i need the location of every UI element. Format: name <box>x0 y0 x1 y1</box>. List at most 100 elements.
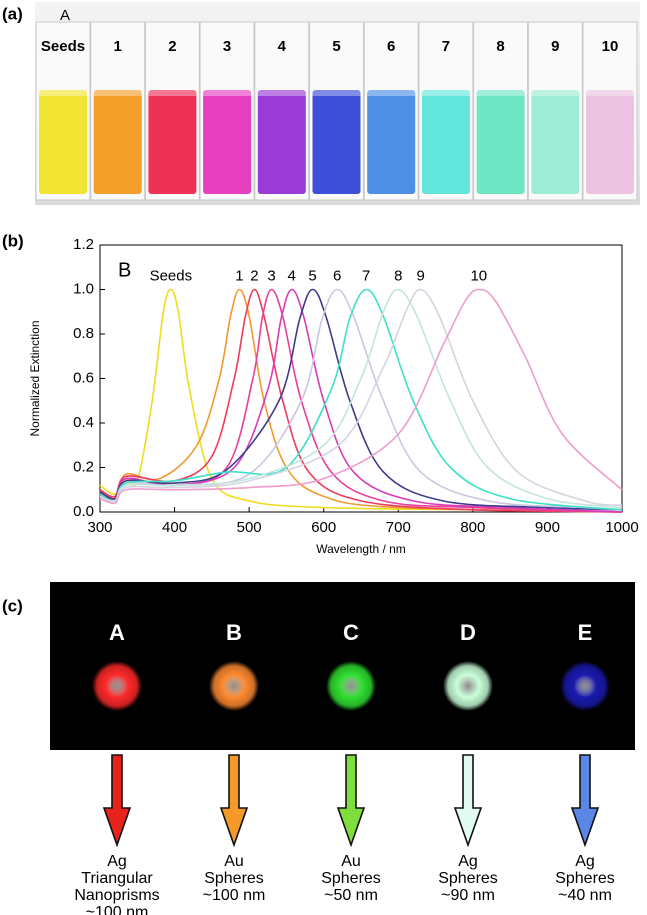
x-tick-label: 300 <box>87 519 112 536</box>
sample-glow <box>560 661 610 711</box>
y-axis-label: Normalized Extinction <box>28 320 42 436</box>
x-tick-label: 600 <box>311 519 336 536</box>
y-tick-label: 0.2 <box>73 458 94 475</box>
cuvette-shine <box>367 90 416 96</box>
sample-glow <box>443 661 493 711</box>
cuvette-shine <box>531 90 580 96</box>
sample-label: C <box>343 620 359 645</box>
cuvette-shine <box>421 90 470 96</box>
y-tick-label: 0.8 <box>73 325 94 342</box>
peak-label: 6 <box>333 267 341 284</box>
y-tick-label: 0.4 <box>73 414 94 431</box>
sample-caption: Au <box>341 853 361 870</box>
vial-label: 3 <box>223 38 231 55</box>
cuvette-shine <box>586 90 634 96</box>
sample-caption: ~40 nm <box>558 887 612 904</box>
vial-label: Seeds <box>41 38 85 55</box>
peak-label: 3 <box>267 267 275 284</box>
vial-label: 6 <box>387 38 395 55</box>
peak-label: 5 <box>308 267 316 284</box>
x-tick-label: 900 <box>535 519 560 536</box>
panel-label: (a) <box>2 4 23 23</box>
cuvette-liquid <box>257 90 306 194</box>
cuvette-shine <box>312 90 361 96</box>
sample-caption: Triangular <box>81 870 153 887</box>
cuvette-shine <box>476 90 525 96</box>
x-tick-label: 1000 <box>605 519 638 536</box>
spectrum-line <box>99 288 623 509</box>
vial-label: 4 <box>278 38 287 55</box>
arrow <box>219 754 249 848</box>
y-tick-label: 1.0 <box>73 280 94 297</box>
cuvette-shine <box>257 90 306 96</box>
peak-label: 2 <box>250 267 258 284</box>
x-tick-label: 800 <box>460 519 485 536</box>
sample-caption: Spheres <box>204 870 264 887</box>
y-tick-label: 0.6 <box>73 369 94 386</box>
spectrum-line <box>99 288 623 511</box>
sample-caption: ~100 nm <box>86 904 149 915</box>
vial-label: 10 <box>602 38 619 55</box>
sample-glow <box>92 661 142 711</box>
cuvette-shine <box>203 90 252 96</box>
arrow <box>453 754 483 848</box>
sample-glow <box>326 661 376 711</box>
spectrum-line <box>99 288 623 513</box>
cuvette-shine <box>148 90 197 96</box>
sample-label: B <box>226 620 242 645</box>
cuvette-shine <box>39 90 87 96</box>
peak-label: 7 <box>362 267 370 284</box>
spectrum-line <box>99 288 623 507</box>
cuvette-liquid <box>476 90 525 194</box>
inset-label: B <box>118 259 131 281</box>
sample-caption: Ag <box>575 853 595 870</box>
peak-label: 1 <box>235 267 243 284</box>
cuvette-liquid <box>93 90 142 194</box>
cuvette-liquid <box>148 90 197 194</box>
vial-label: 5 <box>332 38 340 55</box>
spectrum-line <box>99 288 623 511</box>
sample-caption: Spheres <box>555 870 615 887</box>
vial-label: 8 <box>496 38 504 55</box>
vial-label: 7 <box>442 38 450 55</box>
y-tick-label: 0.0 <box>73 503 94 520</box>
peak-label: 8 <box>394 267 402 284</box>
sample-caption: Ag <box>107 853 127 870</box>
peak-label: Seeds <box>150 267 193 284</box>
spectrum-line <box>99 288 623 505</box>
sample-label: E <box>578 620 593 645</box>
arrow <box>102 754 132 848</box>
sample-caption: Spheres <box>438 870 498 887</box>
sample-caption: Ag <box>458 853 478 870</box>
vial-label: 1 <box>114 38 122 55</box>
arrow <box>570 754 600 848</box>
cuvette-liquid <box>531 90 580 194</box>
cuvette-liquid <box>367 90 416 194</box>
x-tick-label: 700 <box>386 519 411 536</box>
sample-caption: ~50 nm <box>324 887 378 904</box>
vial-label: 2 <box>168 38 176 55</box>
sample-caption: Au <box>224 853 244 870</box>
panel-label: (b) <box>2 231 24 250</box>
peak-label: 4 <box>287 267 295 284</box>
sample-caption: Nanoprisms <box>74 887 159 904</box>
sample-label: D <box>460 620 476 645</box>
x-tick-label: 400 <box>162 519 187 536</box>
panel-label: (c) <box>2 596 23 615</box>
cuvette-liquid <box>312 90 361 194</box>
peak-label: 10 <box>470 267 487 284</box>
sample-glow <box>209 661 259 711</box>
arrow <box>336 754 366 848</box>
y-tick-label: 1.2 <box>73 236 94 253</box>
x-tick-label: 500 <box>237 519 262 536</box>
spectrum-line <box>99 288 623 511</box>
sample-caption: Spheres <box>321 870 381 887</box>
x-axis-label: Wavelength / nm <box>316 542 406 556</box>
vial-label: 9 <box>551 38 559 55</box>
peak-label: 9 <box>416 267 424 284</box>
cuvette-liquid <box>586 90 634 194</box>
sample-caption: ~100 nm <box>203 887 266 904</box>
cuvette-liquid <box>39 90 87 194</box>
